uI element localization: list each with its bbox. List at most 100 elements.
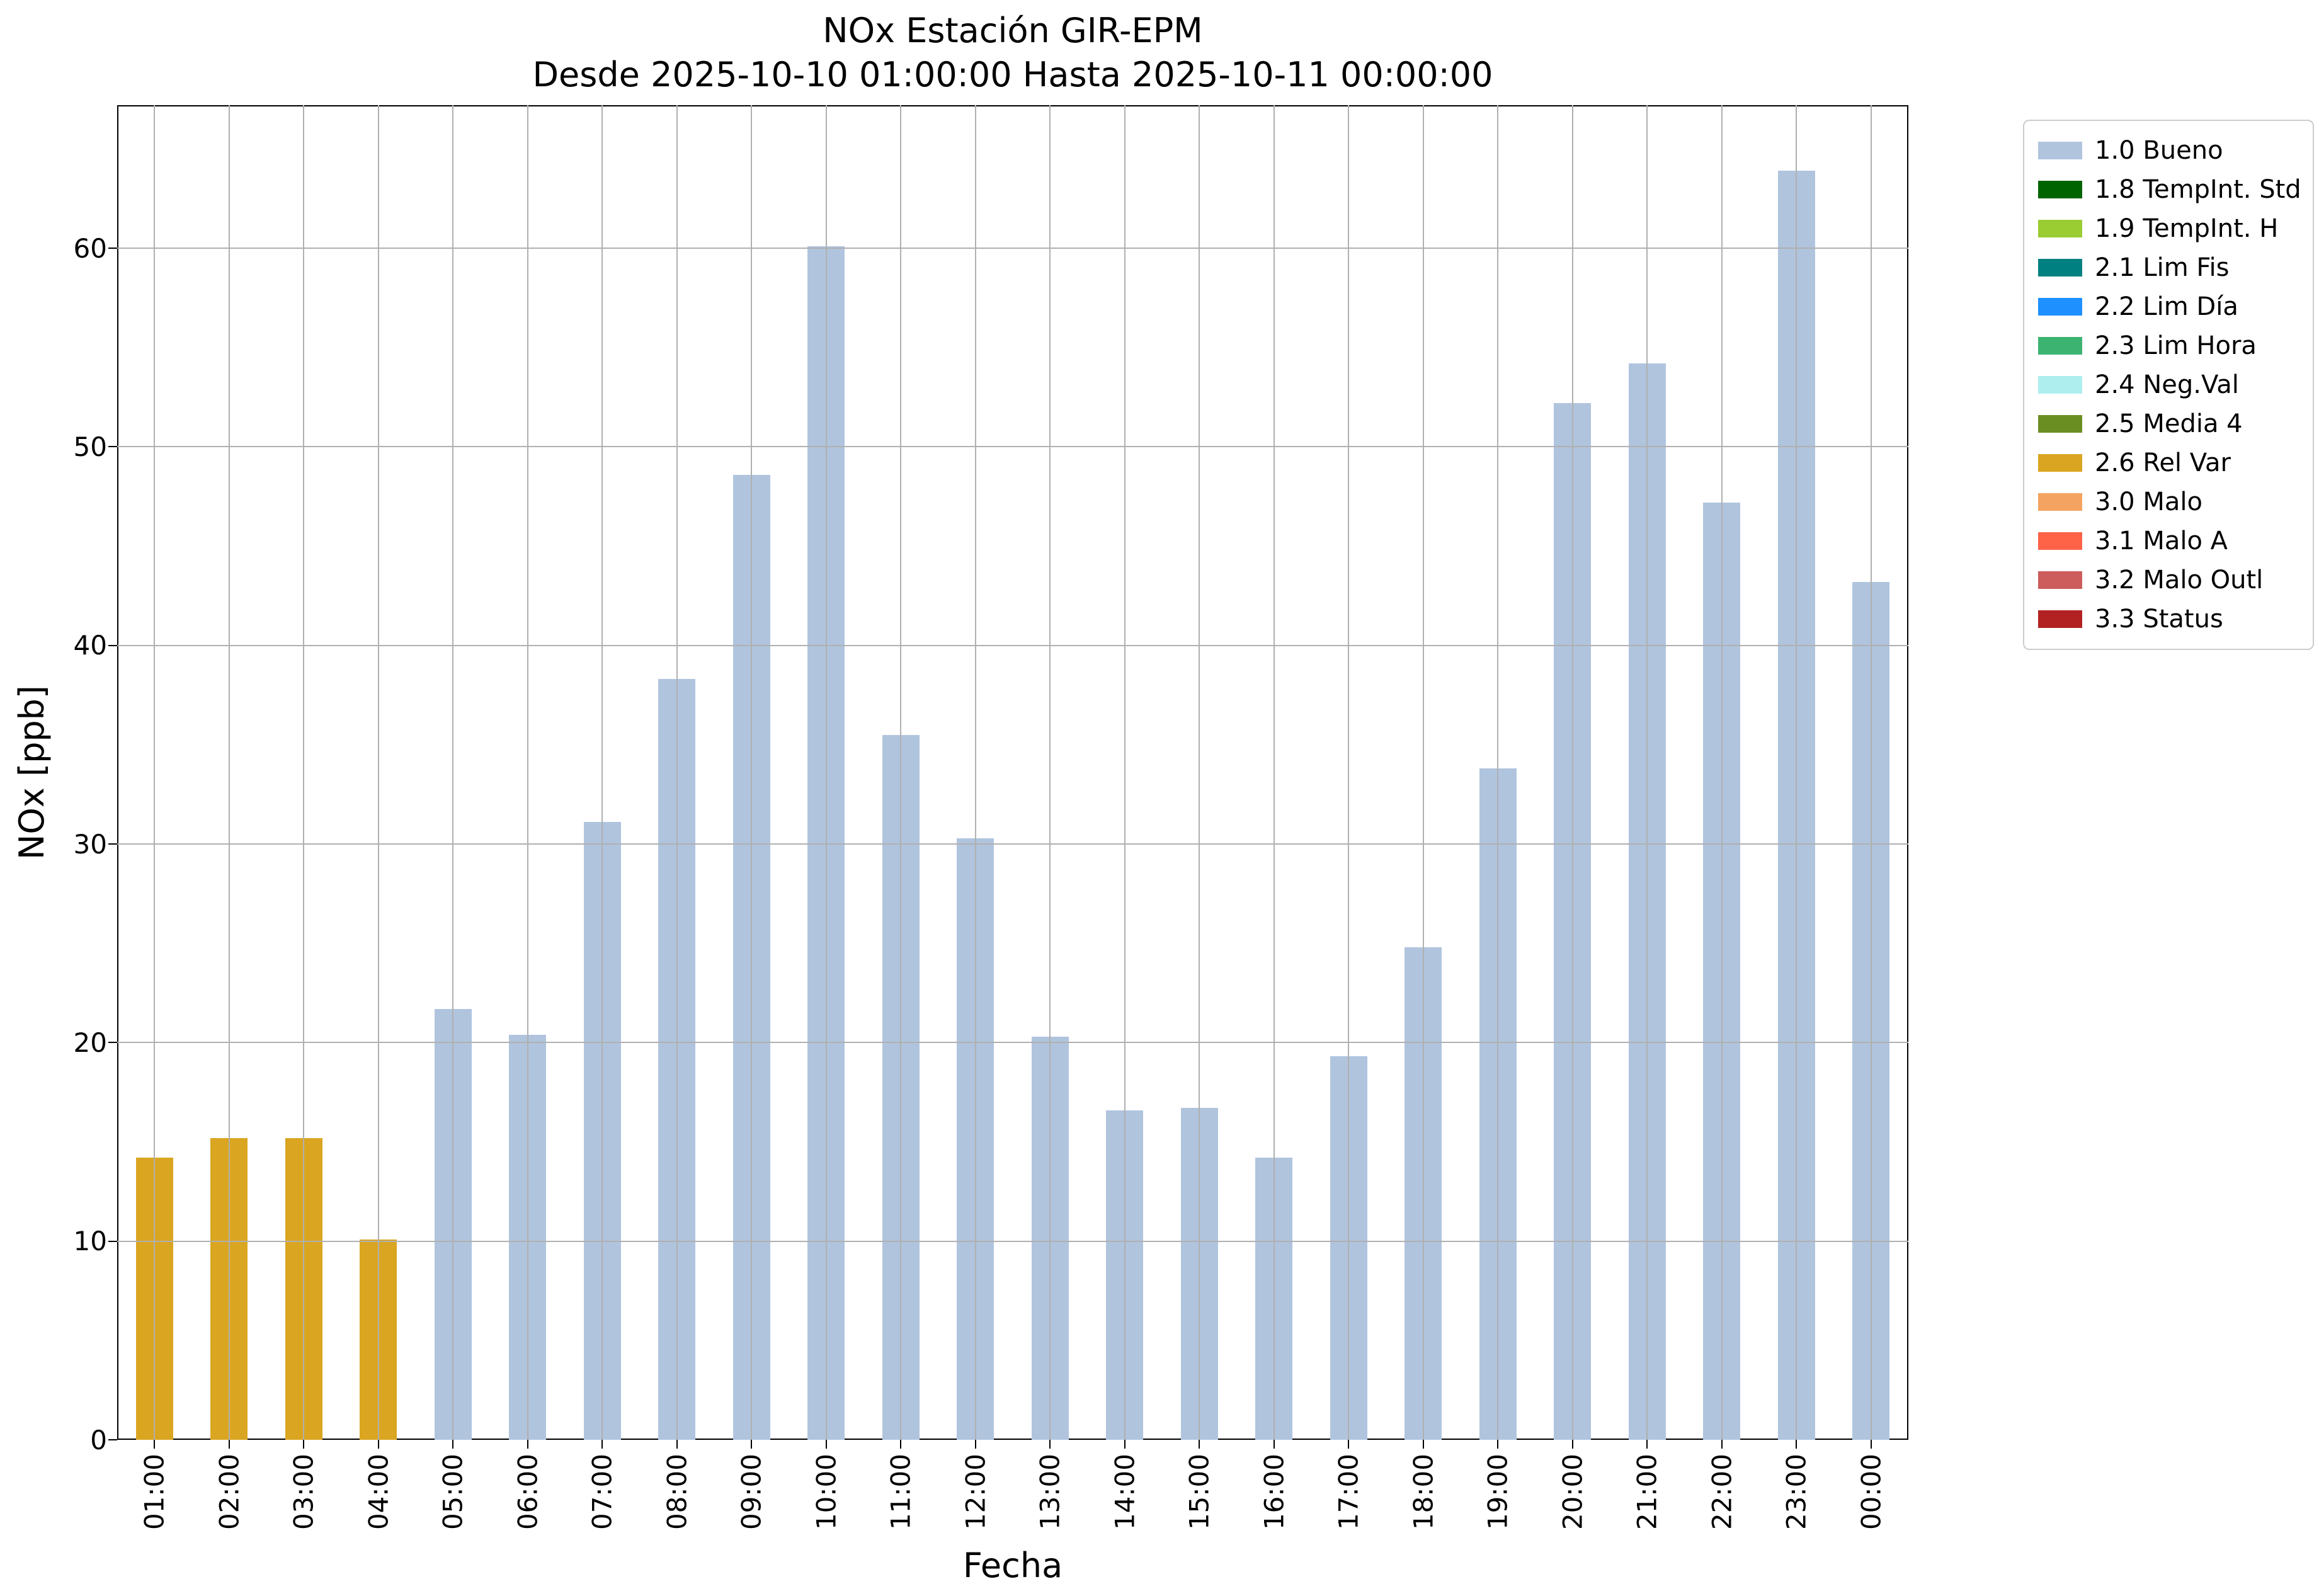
x-tick-label: 10:00 [811, 1454, 842, 1530]
legend-swatch [2038, 259, 2082, 276]
legend-swatch [2038, 181, 2082, 198]
x-gridline [601, 105, 603, 1440]
y-gridline [117, 843, 1908, 845]
x-tick-mark [1870, 1440, 1872, 1449]
x-tick-mark [974, 1440, 976, 1449]
y-tick-mark [108, 1240, 117, 1242]
x-tick-label: 06:00 [512, 1454, 544, 1530]
y-gridline [117, 248, 1908, 249]
legend-swatch [2038, 571, 2082, 589]
x-tick-label: 02:00 [214, 1454, 245, 1530]
legend-item: 2.5 Media 4 [2038, 404, 2299, 443]
x-tick-label: 13:00 [1034, 1454, 1066, 1530]
y-tick-label: 30 [73, 828, 107, 860]
x-tick-label: 22:00 [1706, 1454, 1738, 1530]
x-tick-label: 14:00 [1109, 1454, 1141, 1530]
legend-label: 2.6 Rel Var [2095, 448, 2231, 477]
x-tick-label: 05:00 [437, 1454, 469, 1530]
y-tick-mark [108, 1042, 117, 1044]
legend-item: 3.3 Status [2038, 600, 2299, 639]
x-tick-mark [1721, 1440, 1723, 1449]
legend-item: 2.2 Lim Día [2038, 287, 2299, 326]
x-tick-label: 21:00 [1631, 1454, 1663, 1530]
legend-item: 2.3 Lim Hora [2038, 326, 2299, 365]
x-gridline [377, 105, 379, 1440]
x-tick-mark [228, 1440, 230, 1449]
legend-item: 3.1 Malo A [2038, 522, 2299, 561]
x-gridline [1049, 105, 1051, 1440]
x-tick-mark [527, 1440, 528, 1449]
x-gridline [154, 105, 156, 1440]
x-tick-label: 12:00 [960, 1454, 991, 1530]
y-tick-mark [108, 644, 117, 646]
legend-item: 1.0 Bueno [2038, 131, 2299, 170]
legend-swatch [2038, 532, 2082, 550]
x-tick-mark [377, 1440, 379, 1449]
x-gridline [1273, 105, 1275, 1440]
y-tick-label: 50 [73, 431, 107, 462]
x-axis-label: Fecha [962, 1546, 1063, 1585]
x-tick-label: 16:00 [1258, 1454, 1290, 1530]
y-tick-label: 0 [90, 1424, 107, 1456]
x-tick-mark [1422, 1440, 1424, 1449]
x-tick-mark [1049, 1440, 1051, 1449]
x-tick-mark [601, 1440, 603, 1449]
legend-label: 2.3 Lim Hora [2095, 331, 2257, 360]
chart-title-line2: Desde 2025-10-10 01:00:00 Hasta 2025-10-… [532, 55, 1493, 95]
y-gridline [117, 446, 1908, 448]
x-tick-mark [1124, 1440, 1125, 1449]
y-tick-label: 10 [73, 1226, 107, 1257]
x-tick-mark [1199, 1440, 1200, 1449]
y-tick-mark [108, 1439, 117, 1440]
legend-label: 1.0 Bueno [2095, 136, 2223, 165]
legend-label: 2.5 Media 4 [2095, 409, 2243, 438]
legend-swatch [2038, 376, 2082, 394]
legend-item: 2.1 Lim Fis [2038, 248, 2299, 287]
x-tick-mark [900, 1440, 902, 1449]
y-gridline [117, 644, 1908, 646]
legend-swatch [2038, 415, 2082, 433]
x-gridline [676, 105, 678, 1440]
x-tick-mark [154, 1440, 156, 1449]
chart-title: NOx Estación GIR-EPM Desde 2025-10-10 01… [117, 9, 1908, 97]
legend: 1.0 Bueno 1.8 TempInt. Std 1.9 TempInt. H 2… [2023, 120, 2314, 650]
x-tick-label: 15:00 [1183, 1454, 1215, 1530]
x-tick-label: 09:00 [736, 1454, 767, 1530]
y-gridline [117, 1042, 1908, 1044]
x-gridline [974, 105, 976, 1440]
legend-label: 2.1 Lim Fis [2095, 253, 2230, 282]
x-gridline [303, 105, 305, 1440]
x-gridline [527, 105, 528, 1440]
y-tick-mark [108, 248, 117, 249]
legend-swatch [2038, 220, 2082, 237]
x-gridline [1796, 105, 1798, 1440]
x-gridline [228, 105, 230, 1440]
legend-label: 3.2 Malo Outl [2095, 566, 2264, 595]
x-tick-mark [1796, 1440, 1798, 1449]
x-gridline [1199, 105, 1200, 1440]
legend-item: 3.2 Malo Outl [2038, 561, 2299, 600]
legend-label: 2.4 Neg.Val [2095, 370, 2239, 399]
legend-item: 2.6 Rel Var [2038, 443, 2299, 482]
x-gridline [1422, 105, 1424, 1440]
x-gridline [452, 105, 454, 1440]
y-tick-mark [108, 446, 117, 448]
x-gridline [1721, 105, 1723, 1440]
y-tick-label: 40 [73, 630, 107, 661]
legend-swatch [2038, 610, 2082, 628]
y-tick-label: 20 [73, 1027, 107, 1058]
x-tick-label: 20:00 [1557, 1454, 1588, 1530]
legend-swatch [2038, 493, 2082, 511]
x-tick-label: 00:00 [1855, 1454, 1887, 1530]
legend-swatch [2038, 337, 2082, 355]
x-tick-label: 23:00 [1781, 1454, 1812, 1530]
legend-item: 2.4 Neg.Val [2038, 365, 2299, 404]
x-gridline [900, 105, 902, 1440]
x-tick-mark [1646, 1440, 1648, 1449]
x-tick-label: 17:00 [1333, 1454, 1364, 1530]
legend-label: 1.9 TempInt. H [2095, 214, 2279, 243]
x-tick-label: 04:00 [363, 1454, 394, 1530]
chart-title-line1: NOx Estación GIR-EPM [823, 11, 1203, 50]
legend-item: 3.0 Malo [2038, 482, 2299, 522]
